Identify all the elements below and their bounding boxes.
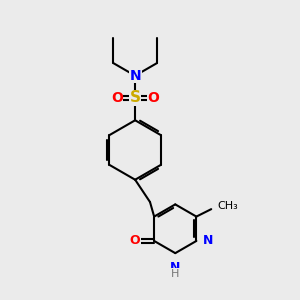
Text: N: N xyxy=(170,262,181,275)
Text: N: N xyxy=(129,69,141,83)
Text: N: N xyxy=(203,235,213,248)
Text: H: H xyxy=(171,268,179,279)
Text: O: O xyxy=(148,91,160,105)
Text: O: O xyxy=(111,91,123,105)
Text: O: O xyxy=(130,235,140,248)
Text: CH₃: CH₃ xyxy=(217,201,238,211)
Text: S: S xyxy=(130,91,141,106)
